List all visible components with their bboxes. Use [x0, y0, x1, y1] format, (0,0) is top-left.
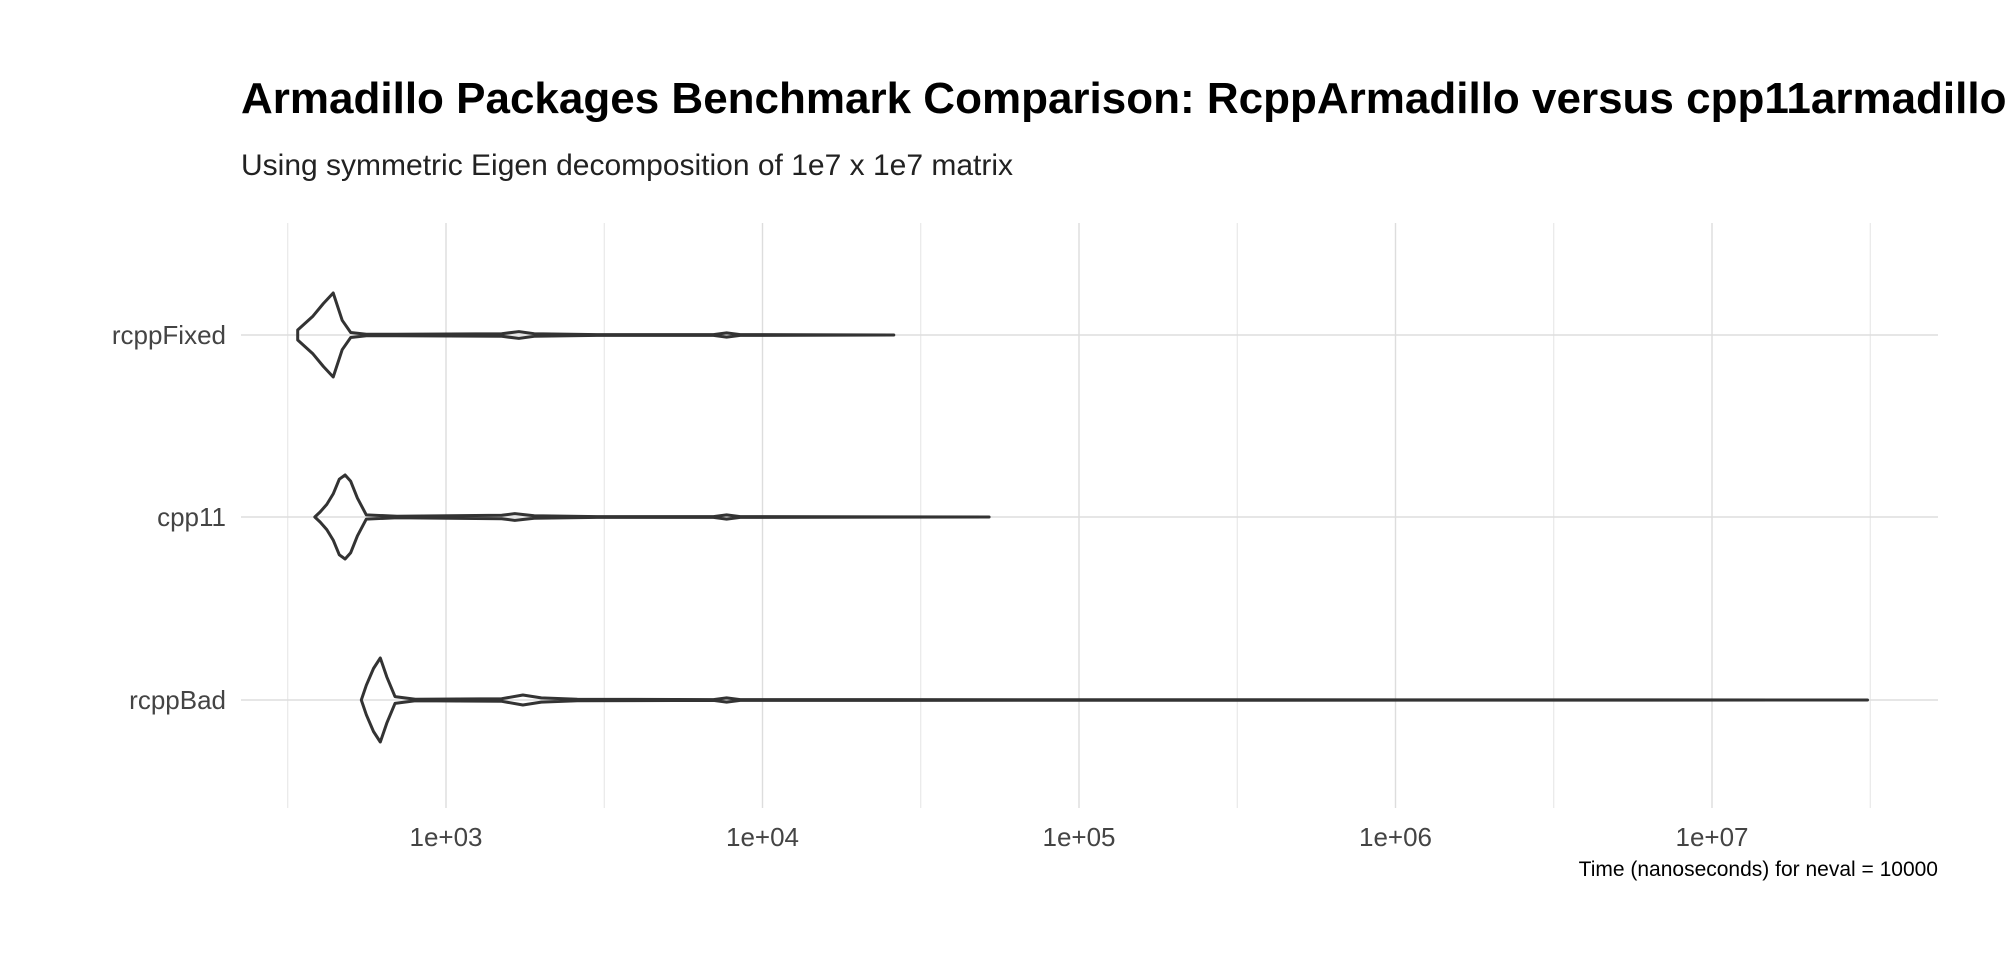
x-axis-tick-labels: 1e+03 1e+04 1e+05 1e+06 1e+07: [409, 822, 1748, 852]
chart-title: Armadillo Packages Benchmark Comparison:…: [241, 74, 2006, 123]
x-tick-label: 1e+07: [1675, 822, 1748, 852]
y-tick-label-rcppFixed: rcppFixed: [112, 320, 226, 350]
x-tick-label: 1e+03: [409, 822, 482, 852]
x-tick-label: 1e+05: [1042, 822, 1115, 852]
x-tick-label: 1e+04: [726, 822, 799, 852]
x-axis-label: Time (nanoseconds) for neval = 10000: [1579, 858, 1938, 881]
violin-cpp11: [313, 473, 991, 561]
y-axis-tick-labels: rcppFixed cpp11 rcppBad: [112, 320, 226, 715]
violin-rcppBad: [359, 656, 1869, 744]
x-tick-label: 1e+06: [1359, 822, 1432, 852]
violin-rcppFixed: [296, 291, 896, 379]
violin-plot-area: [296, 291, 1869, 744]
chart-subtitle: Using symmetric Eigen decomposition of 1…: [241, 149, 1013, 182]
y-tick-label-cpp11: cpp11: [157, 502, 226, 532]
y-tick-label-rcppBad: rcppBad: [129, 685, 226, 715]
